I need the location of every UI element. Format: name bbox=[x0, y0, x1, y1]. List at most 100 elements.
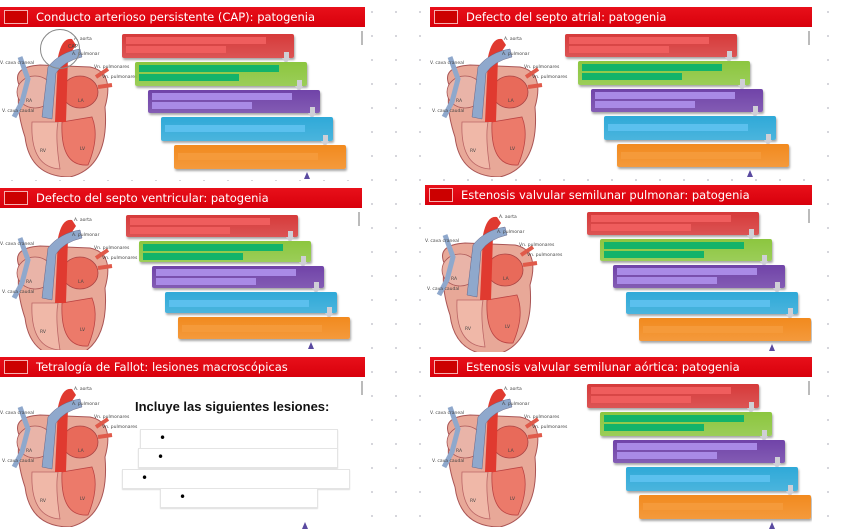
anatomy-label-cava_ca: V. cava caudal bbox=[432, 459, 465, 464]
anatomy-label-rv: RV bbox=[40, 499, 46, 504]
step-box-4[interactable] bbox=[626, 467, 798, 492]
step-box-1[interactable] bbox=[565, 34, 737, 58]
anatomy-label-pulmonar: A. pulmonar bbox=[72, 402, 100, 407]
heart-diagram: A. aorta A. pulmonar Vn. pulmonares Vn. pul… bbox=[0, 27, 137, 180]
step-box-2[interactable] bbox=[135, 61, 307, 86]
slide-title: Tetralogía de Fallot: lesiones macroscóp… bbox=[36, 360, 288, 374]
anatomy-label-lv: LV bbox=[510, 497, 516, 502]
anatomy-label-pulmonar: A. pulmonar bbox=[72, 233, 100, 238]
slide-estenosis-aortica[interactable]: Estenosis valvular semilunar aórtica: pa… bbox=[430, 357, 812, 530]
step-box-5[interactable] bbox=[174, 145, 346, 169]
slide-septo-ventricular[interactable]: Defecto del septo ventricular: patogenia… bbox=[0, 188, 362, 350]
pointer-cursor-icon bbox=[769, 344, 775, 351]
scrollbar[interactable] bbox=[808, 209, 810, 223]
scrollbar[interactable] bbox=[361, 31, 363, 45]
step-box-5[interactable] bbox=[617, 143, 789, 167]
step-box-3[interactable] bbox=[613, 439, 785, 464]
scrollbar[interactable] bbox=[808, 381, 810, 395]
step-box-1[interactable] bbox=[122, 34, 294, 58]
step-text-line bbox=[139, 64, 279, 72]
anatomy-label-pulmonar: A. pulmonar bbox=[72, 52, 100, 57]
anatomy-label-aorta: A. aorta bbox=[504, 387, 522, 392]
anatomy-label-aorta: A. aorta bbox=[499, 215, 517, 220]
anatomy-label-la: LA bbox=[78, 99, 84, 104]
step-text-line bbox=[130, 227, 230, 234]
step-text-line bbox=[182, 325, 322, 333]
anatomy-label-lv: LV bbox=[80, 497, 86, 502]
step-text-line bbox=[152, 92, 292, 100]
lesion-bullet[interactable] bbox=[160, 488, 318, 508]
step-text-line bbox=[591, 387, 731, 394]
step-box-3[interactable] bbox=[152, 266, 324, 288]
lesion-bullet[interactable] bbox=[138, 448, 338, 468]
step-box-5[interactable] bbox=[178, 317, 350, 339]
down-arrow-icon bbox=[751, 106, 760, 119]
anatomy-label-lv: LV bbox=[80, 147, 86, 152]
anatomy-label-vn2: Vn. pulmonares bbox=[102, 425, 138, 430]
step-box-2[interactable] bbox=[578, 61, 750, 85]
down-arrow-icon bbox=[738, 78, 747, 91]
step-box-2[interactable] bbox=[600, 411, 772, 436]
down-arrow-icon bbox=[725, 51, 734, 64]
anatomy-label-vn2: Vn. pulmonares bbox=[102, 256, 138, 261]
slide-cap[interactable]: Conducto arterioso persistente (CAP): pa… bbox=[0, 7, 365, 180]
step-box-1[interactable] bbox=[587, 384, 759, 408]
slide-estenosis-pulmonar[interactable]: Estenosis valvular semilunar pulmonar: p… bbox=[425, 185, 812, 352]
step-box-5[interactable] bbox=[639, 495, 811, 519]
anatomy-label-pulmonar: A. pulmonar bbox=[497, 230, 525, 235]
slide-septo-atrial[interactable]: Defecto del septo atrial: patogenia A. a… bbox=[430, 7, 812, 178]
anatomy-label-cava_cr: V. cava craneal bbox=[0, 242, 35, 247]
anatomy-label-aorta: A. aorta bbox=[74, 387, 92, 392]
anatomy-label-vn2: Vn. pulmonares bbox=[532, 425, 568, 430]
step-text-line bbox=[126, 37, 266, 44]
slide-header: Estenosis valvular semilunar aórtica: pa… bbox=[430, 357, 812, 377]
step-box-1[interactable] bbox=[126, 215, 298, 237]
pointer-cursor-icon bbox=[304, 172, 310, 179]
university-logo bbox=[434, 360, 458, 374]
step-text-line bbox=[569, 46, 669, 53]
slide-tetralogia-fallot[interactable]: Tetralogía de Fallot: lesiones macroscóp… bbox=[0, 357, 365, 530]
anatomy-label-lv: LV bbox=[510, 147, 516, 152]
step-box-1[interactable] bbox=[587, 212, 759, 235]
step-box-3[interactable] bbox=[613, 265, 785, 288]
step-box-2[interactable] bbox=[600, 238, 772, 262]
step-text-line bbox=[152, 101, 252, 109]
lesion-bullet[interactable] bbox=[140, 429, 338, 449]
step-text-line bbox=[582, 64, 722, 72]
step-box-4[interactable] bbox=[165, 291, 337, 314]
anatomy-label-la: LA bbox=[78, 449, 84, 454]
step-box-3[interactable] bbox=[148, 89, 320, 114]
anatomy-label-ra: RA bbox=[26, 99, 33, 104]
down-arrow-icon bbox=[773, 281, 782, 294]
step-text-line bbox=[591, 224, 691, 231]
university-logo bbox=[429, 188, 453, 202]
step-box-3[interactable] bbox=[591, 88, 763, 113]
lesion-bullet[interactable] bbox=[122, 469, 350, 489]
down-arrow-icon bbox=[773, 457, 782, 470]
anatomy-label-vn1: Vn. pulmonares bbox=[524, 415, 560, 420]
step-text-line bbox=[617, 277, 717, 285]
step-box-4[interactable] bbox=[604, 116, 776, 140]
step-text-line bbox=[591, 396, 691, 403]
heart-diagram: A. aorta A. pulmonar Vn. pulmonares Vn. pul… bbox=[430, 27, 567, 178]
pointer-cursor-icon bbox=[302, 522, 308, 529]
anatomy-label-la: LA bbox=[503, 277, 509, 282]
anatomy-label-lv: LV bbox=[80, 328, 86, 333]
anatomy-label-rv: RV bbox=[40, 330, 46, 335]
scrollbar[interactable] bbox=[358, 212, 360, 226]
step-box-5[interactable] bbox=[639, 318, 811, 341]
step-box-2[interactable] bbox=[139, 240, 311, 263]
scrollbar[interactable] bbox=[361, 381, 363, 395]
anatomy-label-vn2: Vn. pulmonares bbox=[527, 253, 563, 258]
down-arrow-icon bbox=[312, 281, 321, 294]
down-arrow-icon bbox=[308, 107, 317, 120]
slide-title: Conducto arterioso persistente (CAP): pa… bbox=[36, 10, 315, 24]
scrollbar[interactable] bbox=[808, 31, 810, 45]
step-box-4[interactable] bbox=[626, 291, 798, 315]
anatomy-label-vn1: Vn. pulmonares bbox=[94, 415, 130, 420]
step-text-line bbox=[595, 100, 695, 108]
step-text-line bbox=[608, 124, 748, 132]
step-box-4[interactable] bbox=[161, 117, 333, 142]
down-arrow-icon bbox=[299, 256, 308, 269]
step-text-line bbox=[595, 91, 735, 99]
